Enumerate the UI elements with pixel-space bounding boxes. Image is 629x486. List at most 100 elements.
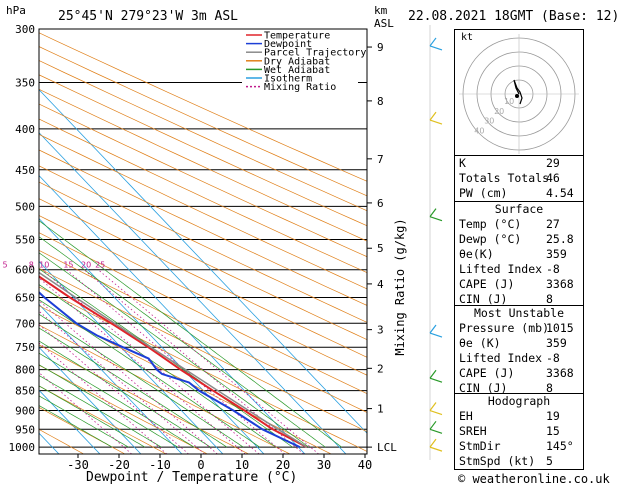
mu-cape: CAPE (J) 3368 xyxy=(459,366,574,380)
hodograph-panel: kt 10 20 30 40 xyxy=(454,29,584,159)
mixing-ratio-label: 15 xyxy=(63,261,73,270)
hodograph-ring-label: 30 xyxy=(484,117,494,126)
dry-adiabat xyxy=(39,324,290,454)
wet-adiabat xyxy=(39,252,310,448)
mixing-ratio-label: 5 xyxy=(3,261,8,270)
pressure-tick-label: 800 xyxy=(15,364,35,377)
dry-adiabat xyxy=(39,286,367,452)
mixing-ratio-line xyxy=(83,269,304,454)
hodograph-ring-label: 20 xyxy=(494,107,504,116)
series-dewpoint xyxy=(39,291,301,449)
height-tick-label: 4 xyxy=(377,278,384,291)
x-tick-label: -10 xyxy=(149,458,171,472)
wind-barb xyxy=(429,37,443,51)
wind-barb xyxy=(429,369,443,383)
series-temperature xyxy=(39,275,308,448)
height-tick-label: 2 xyxy=(377,362,384,375)
mixing-ratio-axis-label: Mixing Ratio (g/kg) xyxy=(393,218,407,356)
pressure-tick-label: 1000 xyxy=(9,441,36,454)
pressure-unit-label: hPa xyxy=(6,4,26,17)
wet-adiabat xyxy=(39,352,195,448)
index-row-totals: Totals Totals 46 xyxy=(459,171,560,185)
dry-adiabat xyxy=(39,198,367,358)
pressure-tick-label: 450 xyxy=(15,164,35,177)
legend-entry: Wet Adiabat xyxy=(264,65,330,76)
dry-adiabat xyxy=(39,165,367,323)
height-unit-asl: ASL xyxy=(374,17,394,30)
dry-adiabat xyxy=(39,232,367,395)
hodograph-trace xyxy=(513,79,523,105)
series-parcel-trajectory xyxy=(39,271,308,448)
isotherm-line xyxy=(39,132,347,454)
surface-cin: CIN (J) 8 xyxy=(459,292,553,306)
index-row-pw: PW (cm) 4.54 xyxy=(459,186,574,200)
mixing-ratio-line xyxy=(66,269,286,454)
most-unstable-panel: Most Unstable Pressure (mb) 1015 θe (K) 35… xyxy=(454,305,584,397)
mixing-ratio-label: 10 xyxy=(39,261,49,270)
surface-theta-e: θe(K) 359 xyxy=(459,247,567,261)
mu-cin: CIN (J) 8 xyxy=(459,381,553,395)
wet-adiabat xyxy=(39,340,211,448)
wind-barb xyxy=(429,208,443,222)
dry-adiabat xyxy=(39,267,367,433)
station-location: 25°45'N 279°23'W 3m ASL xyxy=(58,9,239,24)
hodograph-ring-label: 40 xyxy=(474,127,484,136)
wet-adiabat xyxy=(39,268,293,448)
wet-adiabat xyxy=(39,284,277,448)
isotherm-line xyxy=(39,175,306,454)
wet-adiabat xyxy=(39,313,244,448)
dry-adiabat xyxy=(39,133,367,290)
mu-lifted-index: Lifted Index -8 xyxy=(459,351,560,365)
surface-lifted-index: Lifted Index -8 xyxy=(459,262,560,276)
pressure-tick-label: 400 xyxy=(15,123,35,136)
indices-panel: K 29 Totals Totals 46 PW (cm) 4.54 xyxy=(454,155,584,202)
height-tick-label: 6 xyxy=(377,197,384,210)
wind-barb xyxy=(429,402,443,416)
mixing-ratio-line xyxy=(39,372,132,454)
surface-dewp: Dewp (°C) 25.8 xyxy=(459,232,574,246)
wind-barb xyxy=(429,438,443,452)
dry-adiabat xyxy=(39,344,249,454)
height-tick-label: 8 xyxy=(377,95,384,108)
pressure-tick-label: 650 xyxy=(15,292,35,305)
legend-entry: Isotherm xyxy=(264,74,312,85)
pressure-tick-label: 350 xyxy=(15,77,35,90)
surface-panel: Surface Temp (°C) 27 Dewp (°C) 25.8 θe(K) 3… xyxy=(454,201,584,308)
mixing-ratio-label: 20 xyxy=(81,261,91,270)
isotherm-line xyxy=(39,346,142,454)
x-tick-label: 20 xyxy=(276,458,290,472)
isotherm-line xyxy=(39,260,224,454)
x-tick-label: -20 xyxy=(108,458,130,472)
pressure-tick-label: 600 xyxy=(15,264,35,277)
hodograph-table-title: Hodograph xyxy=(487,394,551,408)
height-tick-label: 1 xyxy=(377,403,384,416)
x-tick-label: 40 xyxy=(358,458,372,472)
pressure-tick-label: 900 xyxy=(15,405,35,418)
pressure-tick-label: 700 xyxy=(15,317,35,330)
wet-adiabat xyxy=(39,375,162,448)
dry-adiabat xyxy=(39,407,126,454)
legend-entry: Dewpoint xyxy=(264,39,312,50)
isotherm-line xyxy=(39,89,367,434)
height-tick-label: LCL xyxy=(377,441,397,454)
wind-barb xyxy=(429,111,443,125)
plot-frame xyxy=(38,28,368,455)
isotherm-line xyxy=(39,303,183,454)
dry-adiabat xyxy=(39,118,367,274)
x-tick-label: 0 xyxy=(197,458,204,472)
x-tick-label: 30 xyxy=(317,458,331,472)
wet-adiabat xyxy=(39,220,342,448)
hodograph-ring-label: 10 xyxy=(504,97,514,106)
mixing-ratio-label: 25 xyxy=(95,261,105,270)
pressure-tick-label: 950 xyxy=(15,423,35,436)
hodo-stmdir: StmDir 145° xyxy=(459,439,574,453)
dry-adiabat xyxy=(39,149,367,306)
height-tick-label: 9 xyxy=(377,41,384,54)
legend-entry: Mixing Ratio xyxy=(264,82,336,93)
dry-adiabat xyxy=(39,364,208,454)
height-tick-label: 7 xyxy=(377,153,384,166)
pressure-tick-label: 300 xyxy=(15,23,35,36)
